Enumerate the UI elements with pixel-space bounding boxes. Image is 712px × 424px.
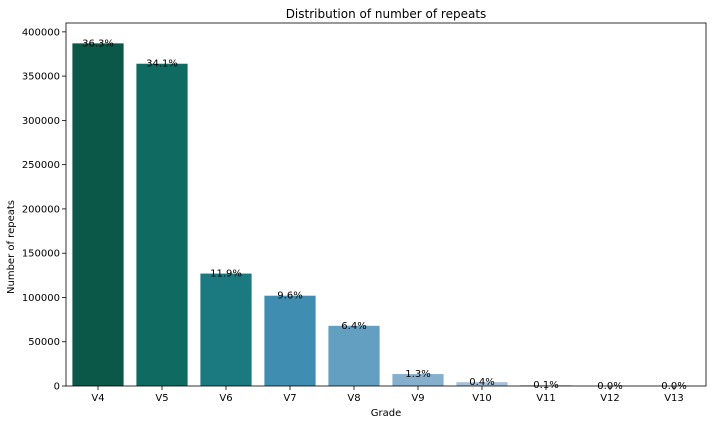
x-tick-label-v8: V8 (347, 393, 360, 404)
x-tick-label-v4: V4 (91, 393, 104, 404)
bar-v9 (392, 374, 444, 386)
x-tick-label-v6: V6 (219, 393, 232, 404)
plot-frame (65, 22, 707, 387)
x-tick-label-v10: V10 (472, 393, 492, 404)
data-label-v8: 6.4% (341, 321, 366, 332)
y-tick-label: 300000 (22, 116, 60, 127)
x-tick-label-v5: V5 (155, 393, 168, 404)
plot-area: 36.3% V4 34.1% V5 11.9% V6 9.6% V7 6.4% V8 1.3% V9 0… (22, 22, 707, 404)
x-tick-label-v12: V12 (600, 393, 620, 404)
y-tick-label: 250000 (22, 160, 60, 171)
y-tick-label: 350000 (22, 72, 60, 83)
data-label-v7: 9.6% (277, 291, 302, 302)
bar-v6 (200, 273, 252, 386)
chart-title: Distribution of number of repeats (286, 7, 487, 21)
data-label-v10: 0.4% (469, 377, 494, 388)
data-label-v9: 1.3% (405, 369, 430, 380)
x-tick-label-v7: V7 (283, 393, 296, 404)
bar-v7 (264, 295, 316, 386)
bar-v8 (328, 325, 380, 386)
bar-v4 (72, 43, 124, 387)
x-axis-label: Grade (371, 408, 402, 419)
bar-v11 (520, 385, 572, 386)
data-label-v5: 34.1% (146, 59, 178, 70)
bar-v10 (456, 382, 508, 386)
y-tick-label: 50000 (28, 337, 60, 348)
x-tick-label-v13: V13 (664, 393, 684, 404)
data-label-v4: 36.3% (82, 38, 114, 49)
y-tick-label: 400000 (22, 27, 60, 38)
y-tick-label: 0 (54, 382, 60, 393)
x-tick-label-v9: V9 (411, 393, 424, 404)
x-tick-label-v11: V11 (536, 393, 556, 404)
y-axis-label: Number of repeats (6, 200, 17, 294)
data-label-v11: 0.1% (533, 380, 558, 391)
y-tick-label: 200000 (22, 204, 60, 215)
bar-v5 (136, 63, 188, 386)
data-label-v6: 11.9% (210, 269, 242, 280)
y-tick-label: 150000 (22, 249, 60, 260)
y-tick-label: 100000 (22, 293, 60, 304)
